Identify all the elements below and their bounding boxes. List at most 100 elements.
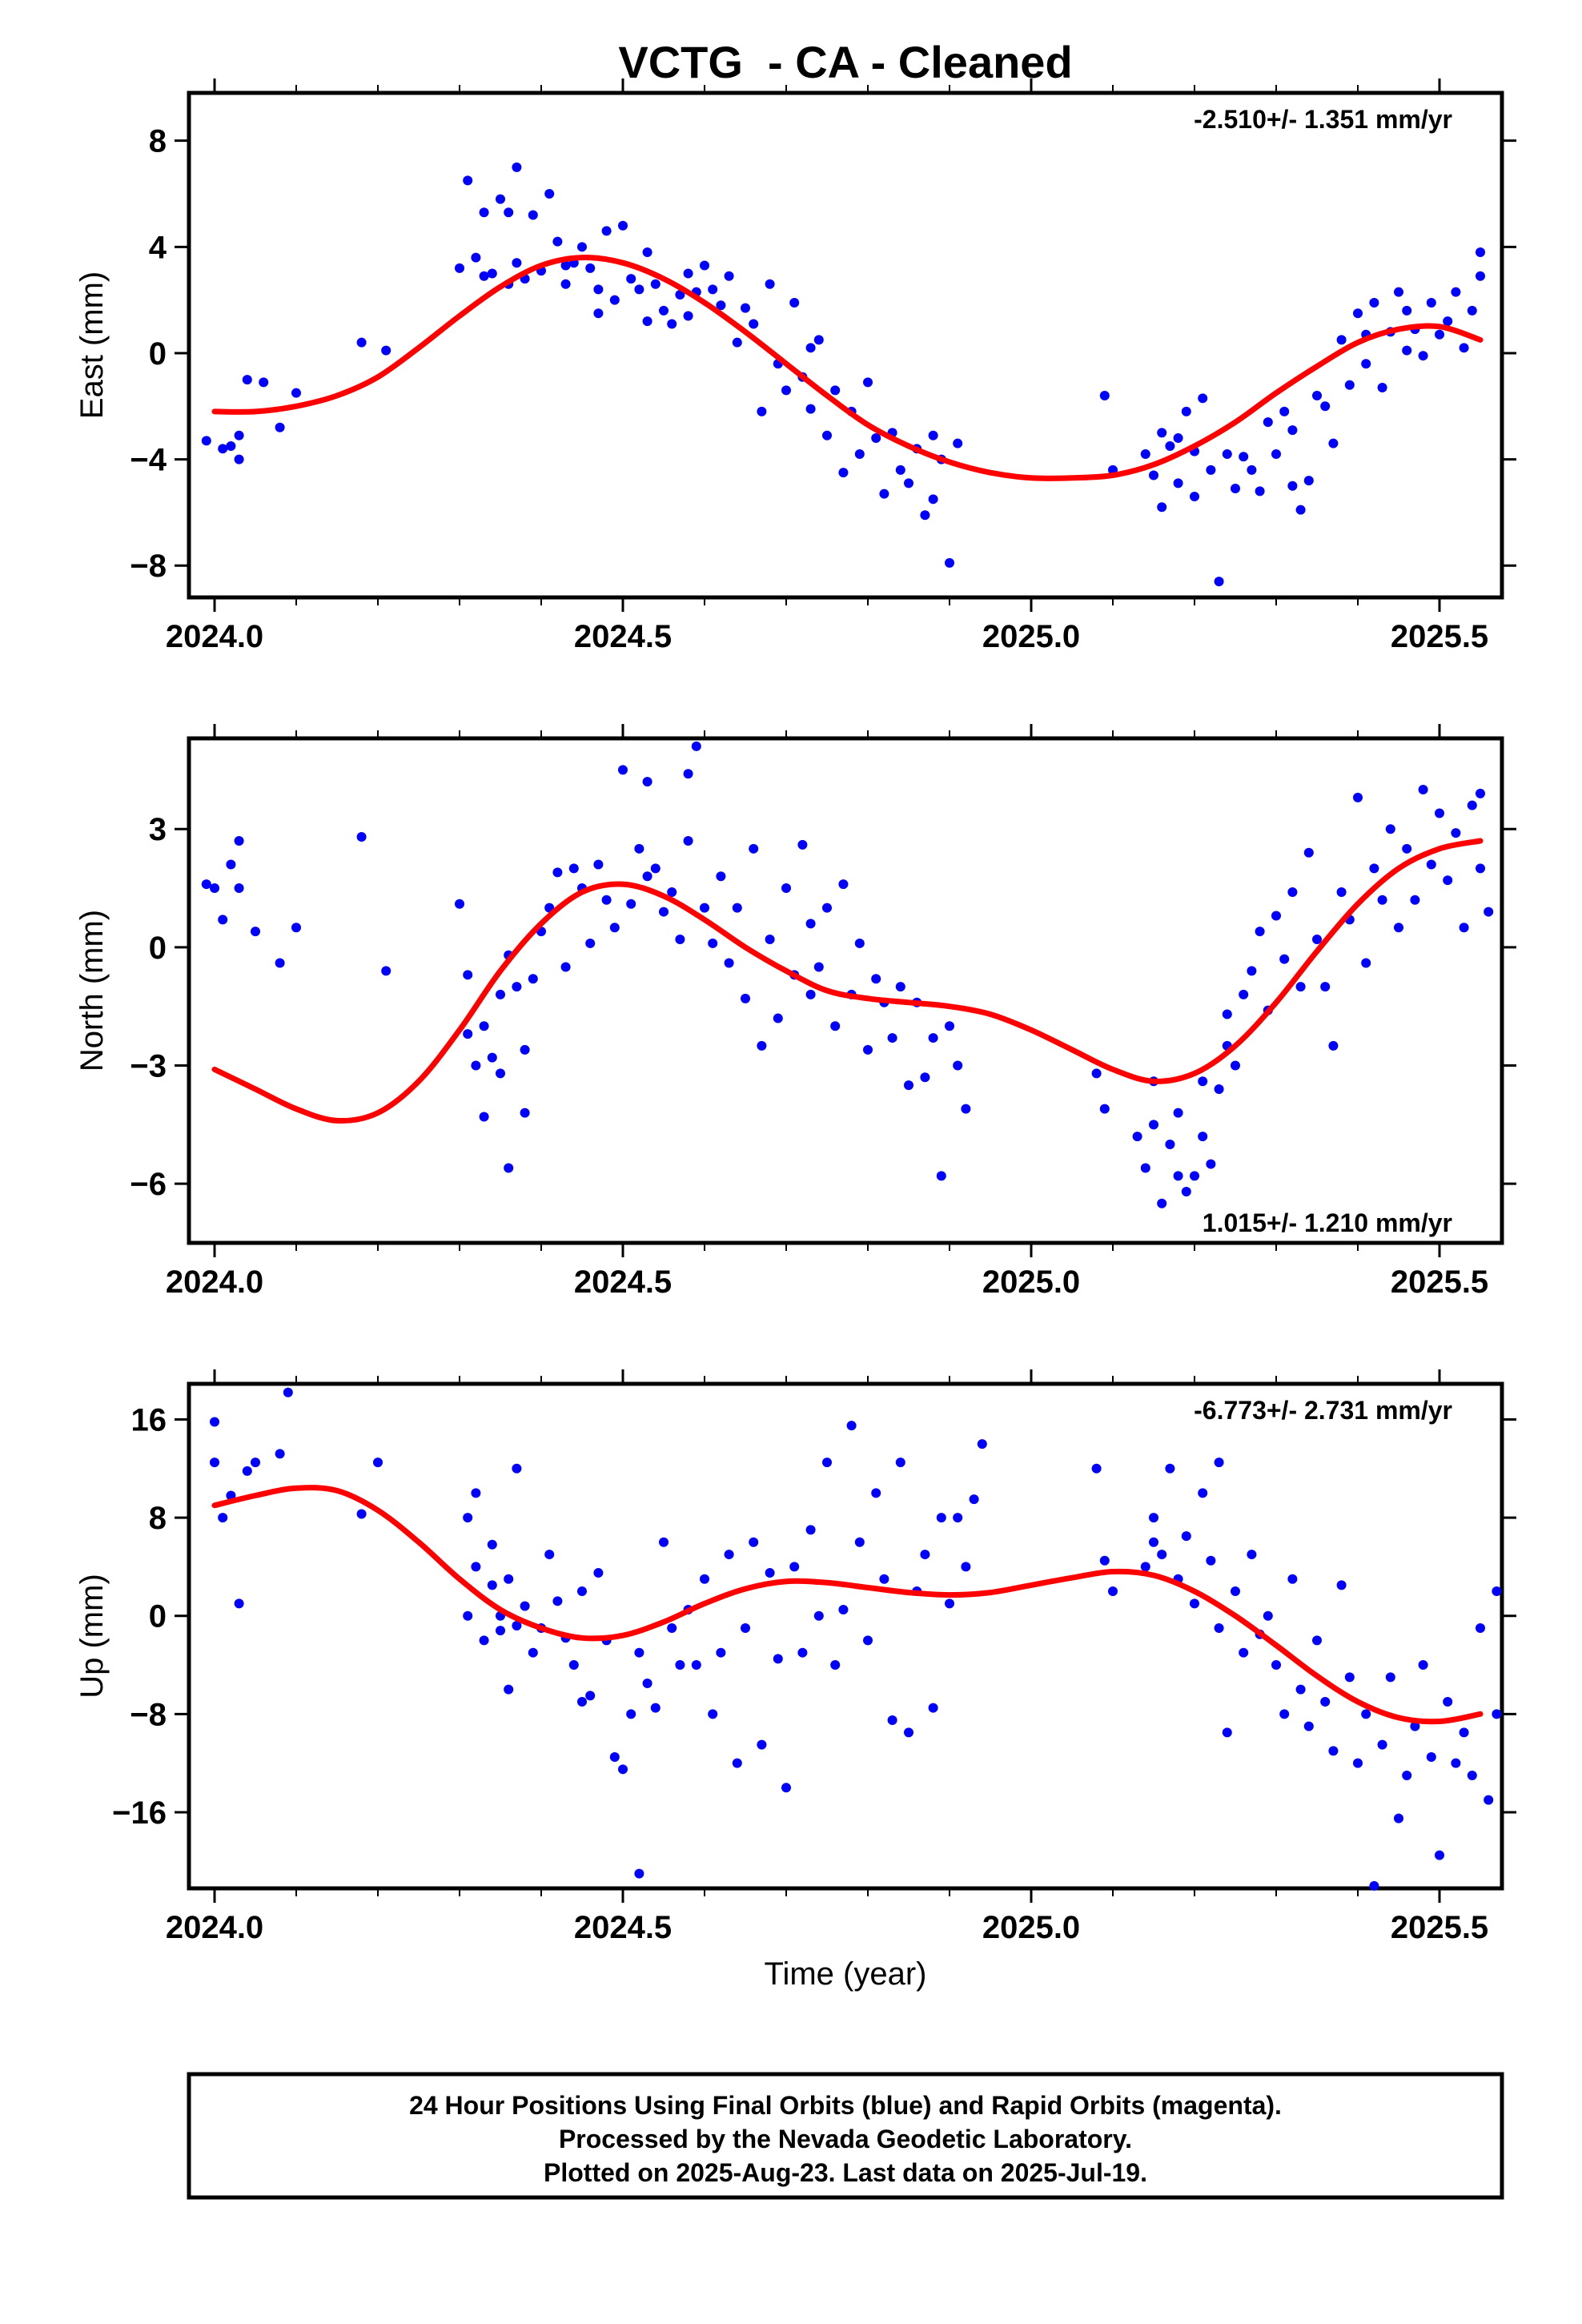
north-data-point xyxy=(520,1108,530,1118)
north-data-point xyxy=(496,989,505,999)
north-data-point xyxy=(1476,863,1485,874)
up-data-point xyxy=(1402,1770,1412,1780)
footer-line-3: Plotted on 2025-Aug-23. Last data on 202… xyxy=(544,2158,1147,2187)
up-data-point xyxy=(732,1758,742,1768)
up-data-point xyxy=(251,1458,260,1468)
up-data-point xyxy=(1443,1697,1453,1707)
east-data-point xyxy=(618,220,628,231)
up-data-point xyxy=(1271,1660,1281,1671)
north-data-point xyxy=(234,883,244,894)
up-data-point xyxy=(520,1601,530,1611)
north-data-point xyxy=(928,1033,938,1043)
east-fit-curve xyxy=(211,255,1484,481)
east-y-tick-label: −8 xyxy=(130,549,167,584)
up-y-tick-label: 8 xyxy=(149,1501,167,1536)
east-data-point xyxy=(1198,393,1208,404)
up-y-axis-label: Up (mm) xyxy=(74,1574,110,1699)
up-data-point xyxy=(1165,1463,1175,1474)
north-data-point xyxy=(953,1060,963,1071)
east-data-point xyxy=(871,433,881,444)
up-fit-curve xyxy=(211,1485,1484,1725)
up-data-point xyxy=(1312,1635,1322,1646)
up-data-point xyxy=(512,1463,522,1474)
north-data-point xyxy=(1443,875,1453,886)
north-data-point xyxy=(1091,1068,1102,1079)
east-data-point xyxy=(1402,345,1412,356)
north-data-point xyxy=(1336,887,1347,897)
up-data-point xyxy=(1467,1770,1477,1780)
north-y-tick-label: −6 xyxy=(130,1167,167,1202)
up-data-point xyxy=(1344,1672,1355,1683)
east-data-point xyxy=(552,236,563,247)
north-data-point xyxy=(863,1044,873,1055)
east-data-point xyxy=(496,194,505,204)
up-data-point xyxy=(904,1727,913,1738)
east-data-point xyxy=(920,510,930,521)
east-data-point xyxy=(879,489,889,499)
up-data-point xyxy=(724,1550,734,1560)
north-data-point xyxy=(805,989,816,999)
up-data-point xyxy=(691,1660,701,1671)
east-data-point xyxy=(201,436,211,446)
north-data-point xyxy=(520,1044,530,1055)
up-data-point xyxy=(626,1709,636,1719)
north-y-axis-label: North (mm) xyxy=(74,910,110,1072)
east-data-point xyxy=(1402,305,1412,316)
up-data-point xyxy=(675,1660,685,1671)
north-data-point xyxy=(1255,927,1265,937)
north-data-point xyxy=(724,958,734,968)
east-data-point xyxy=(234,454,244,464)
east-data-point xyxy=(1353,308,1363,319)
east-data-point xyxy=(1328,438,1339,448)
north-data-point xyxy=(201,879,211,890)
east-data-point xyxy=(1369,297,1379,308)
footer-box: 24 Hour Positions Using Final Orbits (bl… xyxy=(187,2072,1504,2200)
up-data-point xyxy=(479,1635,489,1646)
north-rate-label: 1.015+/- 1.210 mm/yr xyxy=(1203,1208,1452,1237)
east-data-point xyxy=(577,242,587,252)
east-data-point xyxy=(1418,351,1428,361)
up-y-tick-label: −16 xyxy=(112,1795,167,1831)
north-data-point xyxy=(904,1080,913,1091)
up-data-point xyxy=(1287,1574,1298,1584)
north-data-point xyxy=(781,883,791,894)
up-data-point xyxy=(1239,1647,1249,1658)
up-data-point xyxy=(928,1703,938,1713)
up-data-point xyxy=(838,1605,849,1615)
up-data-point xyxy=(1140,1562,1150,1572)
east-data-point xyxy=(1320,401,1331,412)
footer-frame xyxy=(187,2072,1504,2200)
north-data-point xyxy=(626,899,636,909)
north-data-point xyxy=(634,843,644,854)
north-data-point xyxy=(732,903,742,913)
north-data-point xyxy=(1476,788,1485,798)
up-data-point xyxy=(1231,1586,1240,1597)
up-data-point xyxy=(242,1466,252,1476)
east-data-point xyxy=(675,290,685,300)
up-data-point xyxy=(577,1586,587,1597)
north-data-point xyxy=(708,938,718,948)
north-data-point xyxy=(1271,911,1281,921)
east-data-point xyxy=(1476,247,1485,257)
up-data-point xyxy=(487,1539,497,1550)
north-data-point xyxy=(1149,1120,1158,1130)
up-data-point xyxy=(609,1751,620,1762)
north-data-point xyxy=(797,839,808,850)
up-data-point xyxy=(765,1568,775,1578)
up-data-point xyxy=(373,1458,383,1468)
north-data-point xyxy=(1402,843,1412,854)
north-data-point xyxy=(1377,895,1387,905)
up-data-point xyxy=(1328,1746,1339,1756)
up-data-point xyxy=(618,1764,628,1775)
north-data-point xyxy=(251,927,260,937)
east-data-point xyxy=(683,268,693,279)
north-data-point xyxy=(1279,954,1290,964)
north-data-point xyxy=(1320,982,1331,992)
east-data-point xyxy=(854,448,865,459)
north-data-point xyxy=(838,879,849,890)
up-data-point xyxy=(1492,1709,1502,1719)
north-data-point xyxy=(1231,1060,1240,1071)
east-plot-frame xyxy=(187,90,1504,600)
up-data-point xyxy=(634,1647,644,1658)
north-data-point xyxy=(618,765,628,775)
